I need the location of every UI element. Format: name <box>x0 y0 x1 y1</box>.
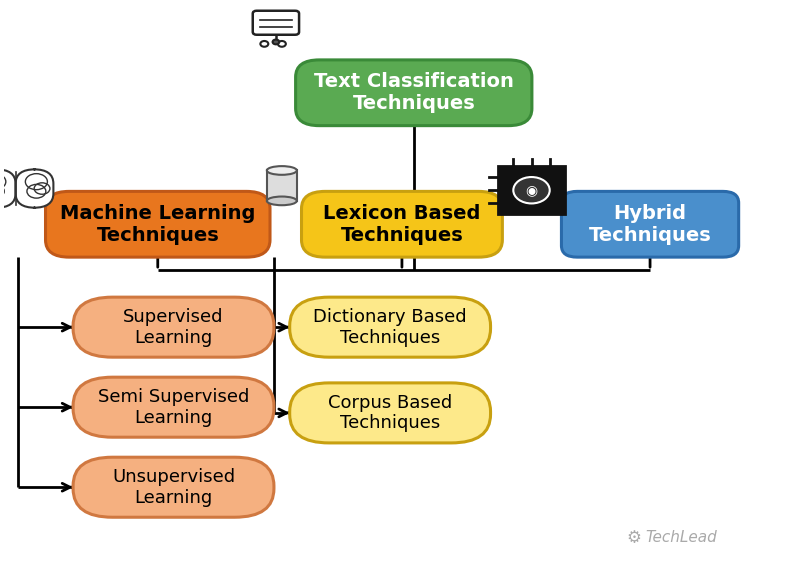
Text: TechLead: TechLead <box>646 530 717 545</box>
Circle shape <box>260 41 268 47</box>
Text: Unsupervised
Learning: Unsupervised Learning <box>112 468 235 506</box>
FancyBboxPatch shape <box>73 457 274 517</box>
Ellipse shape <box>267 166 297 175</box>
FancyBboxPatch shape <box>253 11 299 35</box>
Text: Lexicon Based
Techniques: Lexicon Based Techniques <box>323 204 481 245</box>
Text: Machine Learning
Techniques: Machine Learning Techniques <box>60 204 256 245</box>
FancyBboxPatch shape <box>498 166 564 214</box>
FancyBboxPatch shape <box>73 297 274 357</box>
FancyBboxPatch shape <box>302 191 502 257</box>
FancyBboxPatch shape <box>0 169 16 208</box>
Ellipse shape <box>267 197 297 205</box>
FancyBboxPatch shape <box>73 377 274 437</box>
Text: Dictionary Based
Techniques: Dictionary Based Techniques <box>314 308 467 347</box>
Bar <box>267 171 297 201</box>
Text: Supervised
Learning: Supervised Learning <box>123 308 224 347</box>
Text: Semi Supervised
Learning: Semi Supervised Learning <box>98 388 249 427</box>
FancyBboxPatch shape <box>290 383 490 443</box>
Text: Corpus Based
Techniques: Corpus Based Techniques <box>328 393 452 432</box>
FancyBboxPatch shape <box>45 191 270 257</box>
FancyBboxPatch shape <box>290 297 490 357</box>
FancyBboxPatch shape <box>16 169 53 208</box>
Circle shape <box>278 41 286 47</box>
Text: ◉: ◉ <box>525 183 537 197</box>
Text: Text Classification
Techniques: Text Classification Techniques <box>314 72 513 113</box>
Circle shape <box>272 39 279 44</box>
Text: ⚙: ⚙ <box>627 528 642 546</box>
Circle shape <box>513 177 550 204</box>
FancyBboxPatch shape <box>295 60 532 126</box>
Text: Hybrid
Techniques: Hybrid Techniques <box>589 204 712 245</box>
FancyBboxPatch shape <box>561 191 739 257</box>
